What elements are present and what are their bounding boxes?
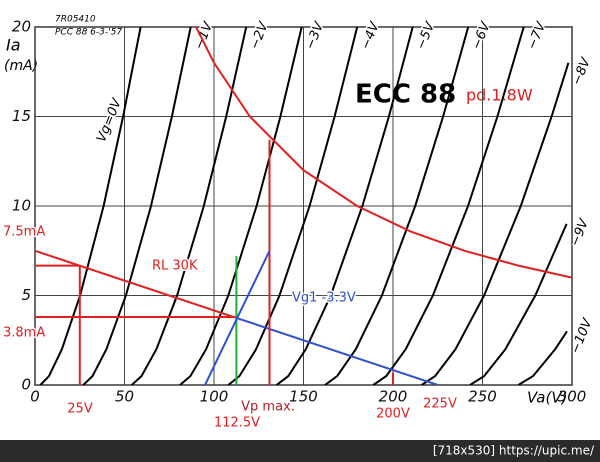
annotation: Vp max. [241, 400, 295, 415]
annotation-line [195, 27, 572, 279]
footer-bar [0, 440, 600, 462]
characteristic-curve [324, 27, 470, 385]
annotation: 25V [67, 402, 93, 417]
x-tick-label: 300 [558, 388, 587, 406]
characteristic-curve [131, 27, 248, 385]
characteristic-curve [517, 330, 568, 385]
y-tick-label: 15 [12, 107, 31, 125]
x-tick-label: 200 [379, 388, 408, 406]
y-axis-unit: (mA) [4, 58, 38, 74]
stamp: PCC 88 6-3-'57 [55, 28, 122, 38]
y-axis-label: Ia [6, 36, 21, 55]
chart-subtitle: pd.1.8W [466, 86, 533, 105]
characteristic-curve [372, 27, 525, 385]
y-tick-label: 5 [21, 286, 31, 304]
y-tick-label: 20 [12, 18, 31, 36]
stamp: 7R05410 [55, 15, 96, 25]
characteristic-curve [179, 27, 303, 385]
x-tick-label: 100 [200, 388, 229, 406]
annotation: 7.5mA [3, 225, 45, 240]
x-axis-label: Va(V) [527, 389, 567, 407]
annotation: 225V [423, 397, 457, 412]
y-tick-label: 10 [12, 197, 31, 215]
characteristic-curve [82, 27, 192, 385]
annotation: RL 30K [152, 259, 198, 274]
y-tick-label: 0 [21, 376, 31, 394]
footer-text: [718x530] https://upic.me/ [433, 444, 595, 458]
annotation: 200V [376, 407, 410, 422]
characteristic-curve [421, 62, 570, 385]
annotation: 112.5V [214, 416, 260, 431]
x-tick-label: 250 [468, 388, 497, 406]
x-tick-label: 0 [30, 388, 40, 406]
annotation: 3.8mA [3, 326, 45, 341]
characteristic-curve [275, 27, 414, 385]
background [0, 0, 600, 440]
x-tick-label: 150 [289, 388, 318, 406]
characteristic-curve [227, 27, 359, 385]
annotation-line [204, 250, 271, 385]
x-tick-label: 50 [115, 388, 134, 406]
annotation: Vg1 -3.3V [292, 291, 356, 306]
chart-title: ECC 88 [355, 80, 456, 110]
annotation-line [35, 249, 237, 319]
